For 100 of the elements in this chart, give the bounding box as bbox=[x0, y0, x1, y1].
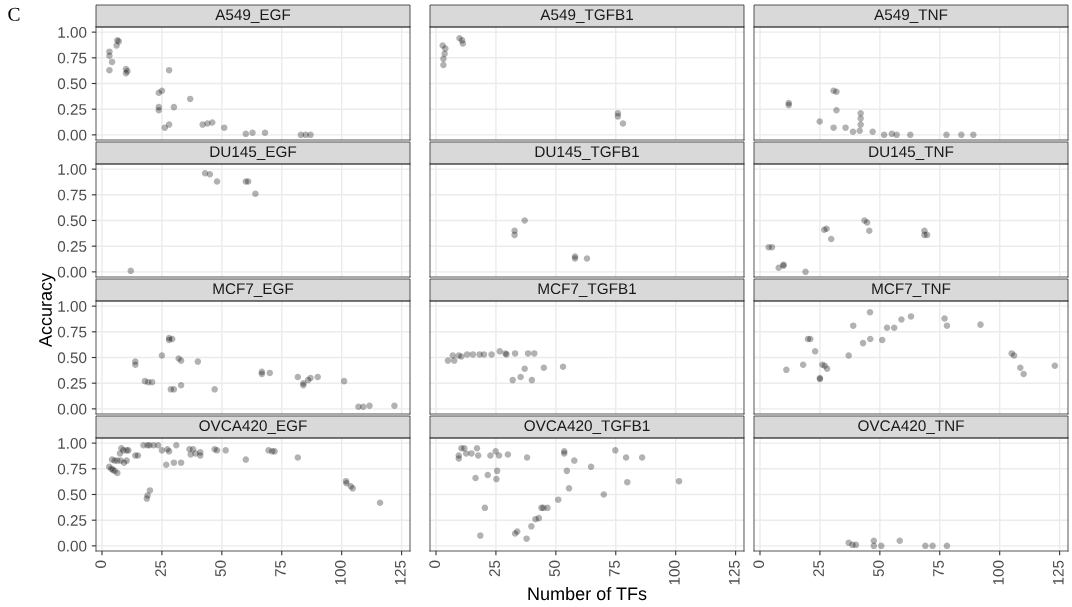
point bbox=[859, 339, 867, 347]
x-tick-label: 125 bbox=[728, 560, 740, 585]
point bbox=[242, 456, 250, 463]
point bbox=[206, 171, 214, 178]
point bbox=[528, 523, 535, 530]
chart-title: A549_EGF bbox=[215, 9, 291, 23]
x-tick-label: 75 bbox=[933, 560, 944, 577]
point bbox=[583, 255, 591, 262]
point bbox=[473, 445, 481, 452]
point bbox=[208, 119, 216, 126]
chart-title: A549_TNF bbox=[874, 9, 948, 23]
x-tick-label: 100 bbox=[992, 560, 1004, 585]
point bbox=[492, 448, 499, 455]
point bbox=[587, 463, 595, 471]
point bbox=[162, 461, 170, 468]
point bbox=[211, 386, 218, 393]
point bbox=[943, 322, 951, 329]
point bbox=[440, 55, 447, 63]
point bbox=[170, 103, 178, 111]
point bbox=[106, 52, 113, 60]
point bbox=[495, 452, 503, 459]
x-tick-label: 100 bbox=[668, 560, 680, 585]
point bbox=[222, 447, 229, 454]
x-tick-label: 50 bbox=[549, 560, 560, 577]
point bbox=[571, 457, 578, 464]
point bbox=[612, 447, 619, 454]
text: C bbox=[8, 7, 20, 21]
chart-title: MCF7_EGF bbox=[213, 283, 294, 297]
point bbox=[450, 357, 458, 364]
point bbox=[154, 441, 162, 449]
point bbox=[360, 403, 367, 411]
point bbox=[108, 58, 116, 66]
point bbox=[783, 366, 790, 374]
y-tick-label: 0.00 bbox=[57, 540, 87, 552]
point bbox=[857, 115, 864, 122]
point bbox=[619, 120, 627, 127]
point bbox=[496, 348, 504, 355]
point bbox=[893, 131, 900, 139]
x-tick-label: 25 bbox=[813, 560, 825, 577]
point bbox=[880, 131, 888, 139]
x-tick-label: 0 bbox=[753, 560, 765, 568]
point bbox=[845, 352, 852, 359]
point bbox=[493, 475, 500, 483]
point bbox=[266, 369, 274, 377]
point bbox=[509, 376, 516, 384]
point bbox=[106, 66, 113, 74]
point bbox=[1051, 362, 1059, 369]
chart-title: MCF7_TGFB1 bbox=[538, 283, 636, 297]
point bbox=[528, 376, 536, 384]
point bbox=[252, 190, 259, 198]
y-tick-label: 0.75 bbox=[57, 189, 87, 201]
point bbox=[535, 514, 543, 522]
point bbox=[544, 504, 551, 512]
x-tick-label: 25 bbox=[155, 560, 167, 577]
point bbox=[249, 129, 256, 137]
point bbox=[242, 130, 250, 138]
point bbox=[194, 358, 202, 365]
point bbox=[340, 377, 348, 385]
point bbox=[186, 95, 194, 103]
point bbox=[474, 452, 482, 459]
point bbox=[314, 373, 321, 381]
point bbox=[907, 313, 915, 320]
point bbox=[866, 309, 874, 316]
point bbox=[849, 322, 857, 329]
x-tick-label: 25 bbox=[489, 560, 501, 577]
x-tick-label: 125 bbox=[394, 560, 406, 585]
x-tick-label: 50 bbox=[215, 560, 226, 577]
point bbox=[481, 504, 489, 512]
point bbox=[487, 452, 494, 459]
point bbox=[523, 535, 530, 542]
point bbox=[204, 120, 211, 127]
point bbox=[170, 459, 178, 466]
point bbox=[559, 363, 567, 370]
chart-title: MCF7_TNF bbox=[872, 283, 951, 297]
point bbox=[675, 477, 683, 485]
point bbox=[799, 361, 807, 368]
point bbox=[484, 471, 492, 479]
point bbox=[161, 124, 169, 131]
point bbox=[480, 351, 488, 358]
point bbox=[523, 454, 531, 461]
point bbox=[883, 324, 891, 331]
point bbox=[827, 235, 835, 243]
point bbox=[493, 467, 501, 475]
point bbox=[802, 268, 809, 276]
chart-title: DU145_TNF bbox=[869, 146, 954, 160]
point bbox=[869, 128, 876, 136]
point bbox=[463, 351, 471, 358]
point bbox=[173, 441, 180, 449]
point bbox=[1017, 364, 1024, 372]
point bbox=[469, 351, 477, 358]
point bbox=[1020, 370, 1027, 378]
point bbox=[531, 350, 538, 357]
point bbox=[477, 532, 484, 539]
point bbox=[811, 348, 819, 355]
x-tick-label: 100 bbox=[334, 560, 346, 585]
point bbox=[148, 378, 156, 386]
chart-title: OVCA420_TNF bbox=[858, 420, 964, 434]
point bbox=[468, 450, 475, 457]
point bbox=[294, 373, 302, 381]
chart-title: OVCA420_TGFB1 bbox=[524, 420, 650, 434]
